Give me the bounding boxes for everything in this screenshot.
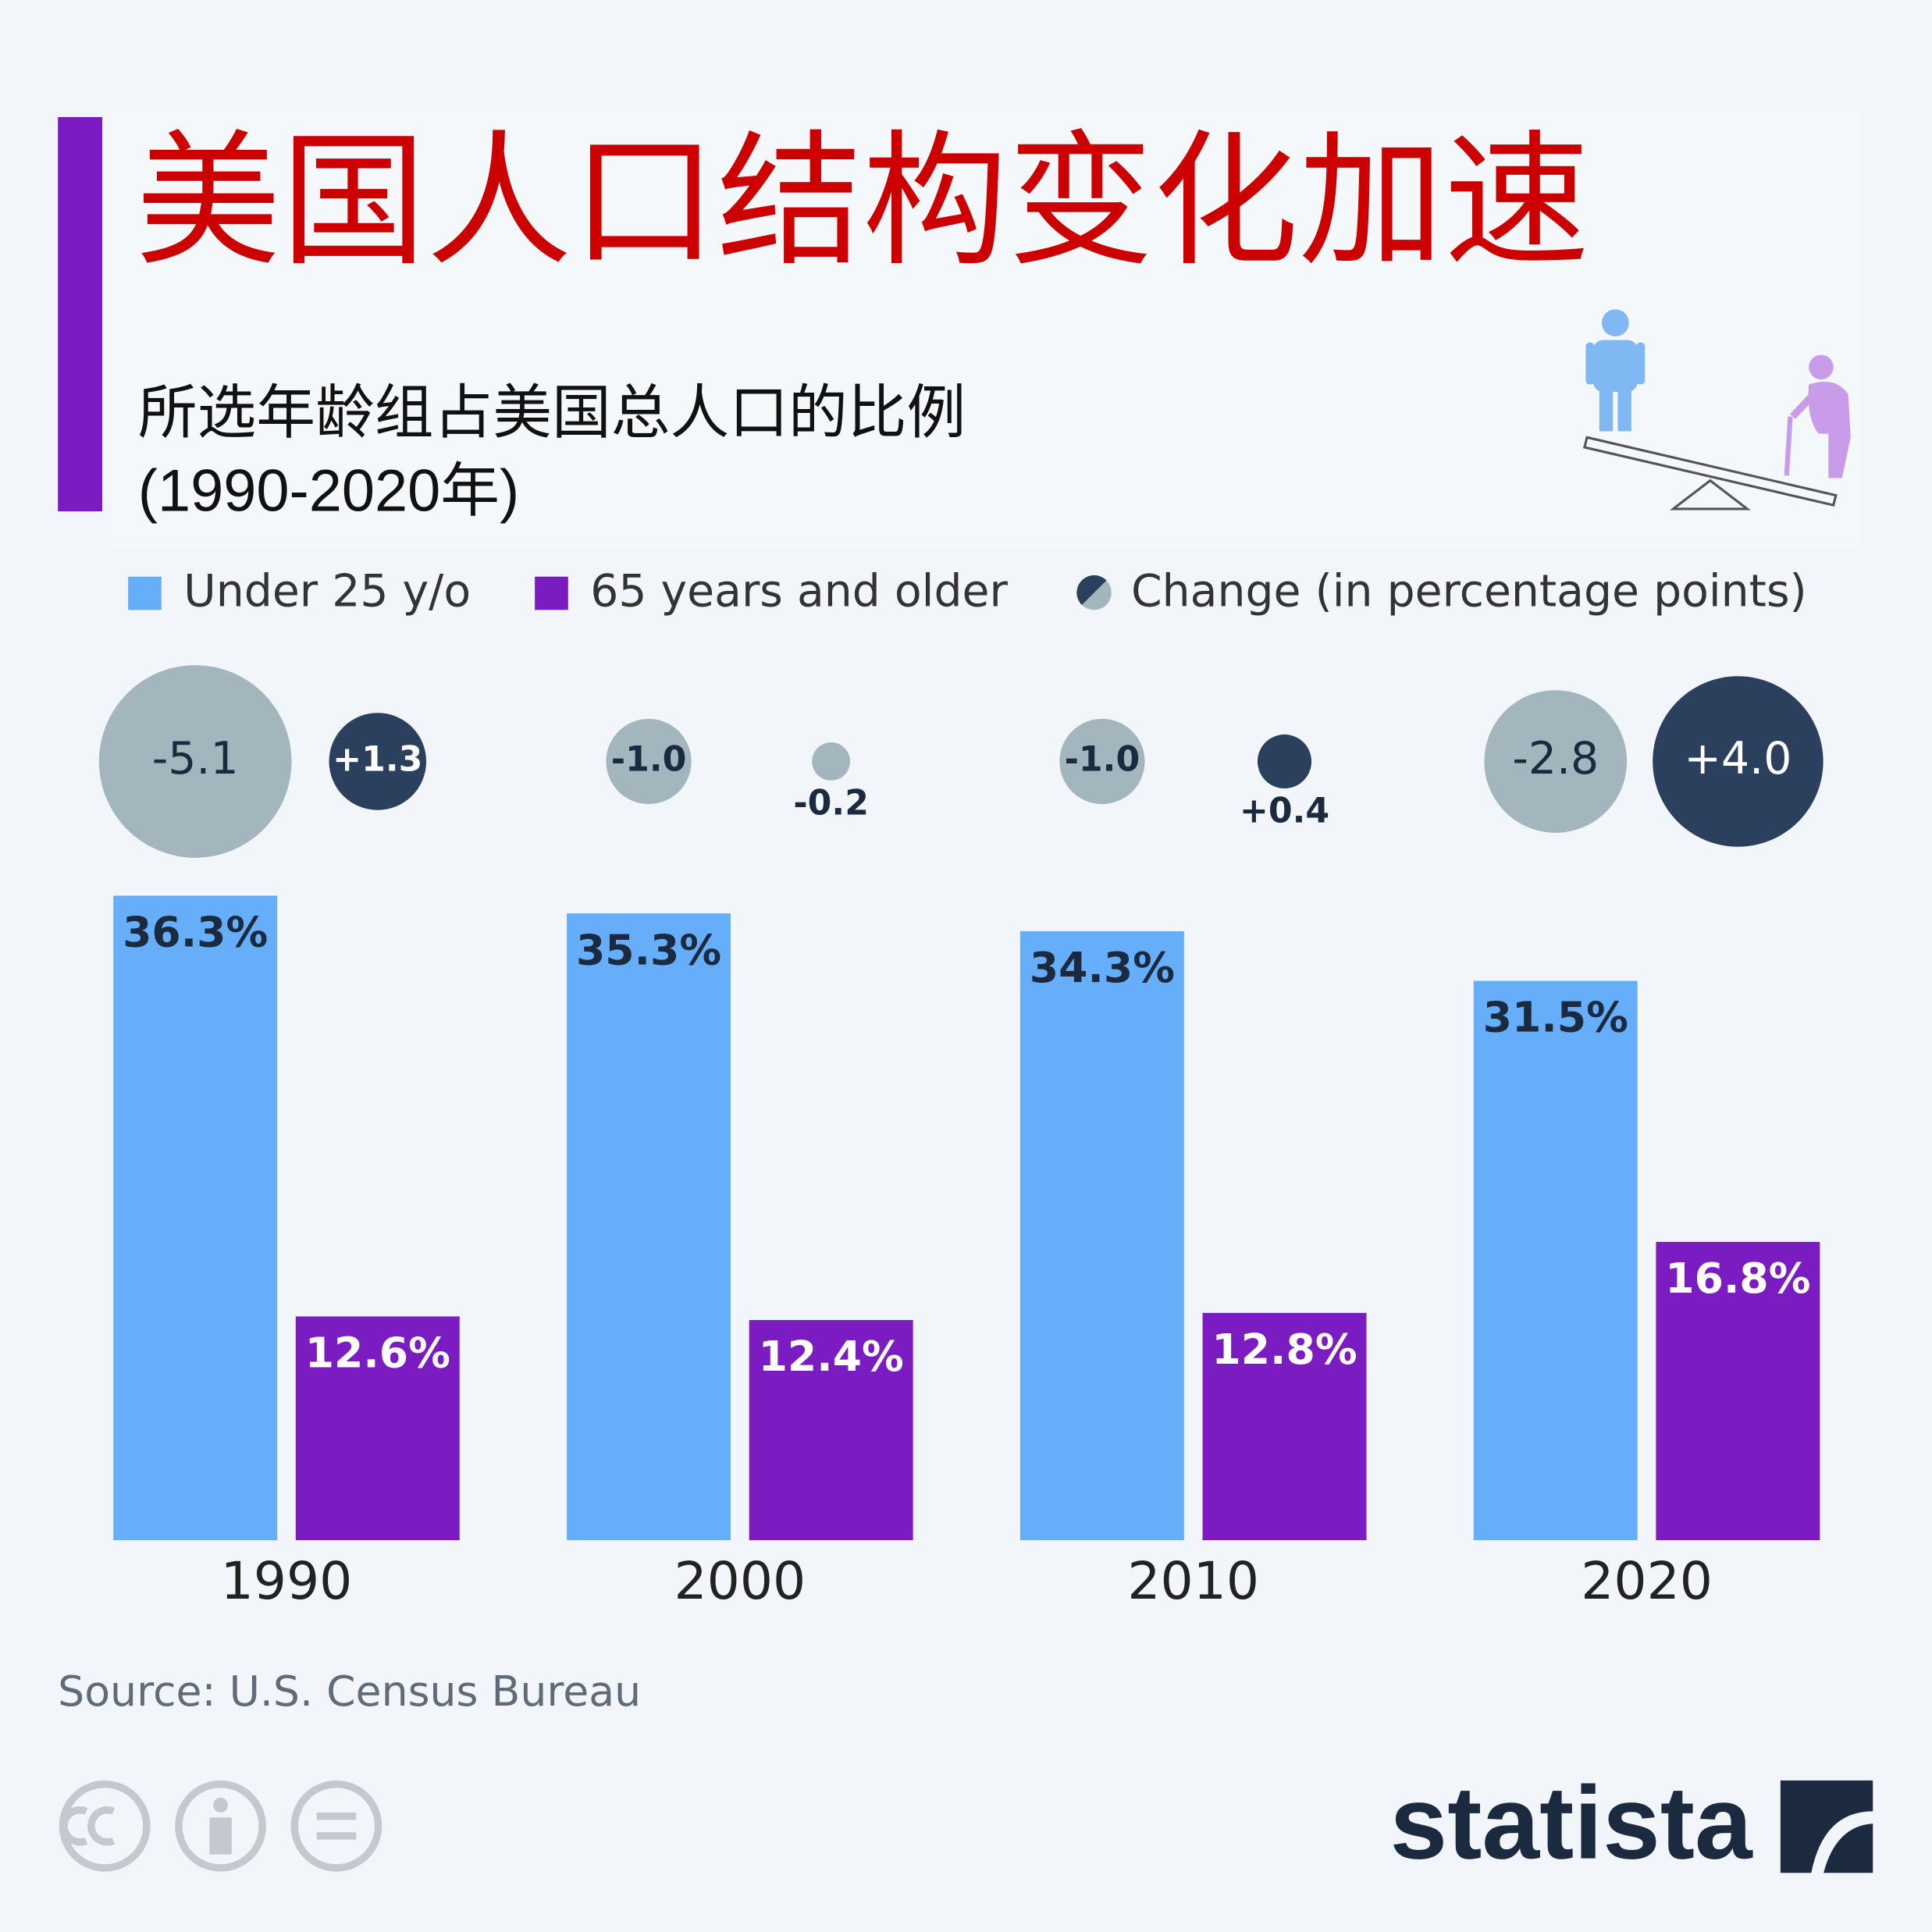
value-label: 12.6% [305, 1329, 450, 1378]
legend-label: Under 25 y/o [183, 565, 471, 617]
header-panel [111, 111, 1861, 549]
bar [567, 913, 731, 1541]
change-label: -1.0 [1065, 739, 1140, 779]
legend-label: Change (in percentage points) [1131, 565, 1807, 617]
bar [1473, 980, 1638, 1541]
bar [113, 895, 278, 1541]
chart-subtitle: (1990-2020年) [138, 458, 519, 525]
legend-swatch [1076, 575, 1107, 606]
license-icon [60, 1806, 116, 1846]
value-label: 31.5% [1483, 993, 1628, 1042]
value-label: 12.8% [1212, 1325, 1357, 1374]
legend-swatch [535, 576, 568, 610]
x-tick-label: 2000 [674, 1550, 806, 1611]
accent-bar [58, 116, 103, 512]
change-label: +1.3 [333, 739, 422, 779]
legend-label: 65 years and older [590, 565, 1008, 617]
x-tick-label: 2010 [1127, 1550, 1259, 1611]
value-label: 16.8% [1665, 1254, 1810, 1303]
license-icon [316, 1832, 357, 1840]
change-bubble [1653, 676, 1823, 847]
x-tick-label: 1990 [221, 1550, 353, 1611]
chart-subtitle: 所选年龄组占美国总人口的比例 [138, 378, 966, 447]
change-label: +4.0 [1684, 733, 1791, 785]
value-label: 34.3% [1030, 943, 1175, 992]
value-label: 36.3% [123, 908, 268, 957]
change-bubble [1257, 734, 1312, 789]
change-label: +0.4 [1240, 792, 1329, 831]
change-bubble [1059, 718, 1145, 805]
change-label: -5.1 [152, 733, 239, 785]
chart-title: 美国人口结构变化加速 [136, 116, 1590, 286]
bar [1656, 1241, 1820, 1541]
x-tick-label: 2020 [1581, 1550, 1713, 1611]
license-icon [290, 1780, 382, 1872]
license-icon [209, 1817, 232, 1855]
value-label: 12.4% [759, 1332, 904, 1381]
bar [1019, 930, 1184, 1541]
brand-logo: statista [1389, 1766, 1752, 1881]
seesaw-illustration [1582, 309, 1851, 511]
change-bubble [98, 665, 292, 858]
change-label: -0.2 [793, 783, 869, 823]
change-bubble [606, 718, 692, 805]
change-bubble [812, 742, 851, 781]
change-label: -2.8 [1512, 733, 1599, 785]
change-bubble [329, 713, 427, 810]
change-bubble [1484, 690, 1628, 833]
license-icon [213, 1797, 229, 1813]
license-icon [316, 1812, 357, 1820]
brand-mark [1780, 1780, 1873, 1873]
license-icon [175, 1780, 266, 1872]
bar [1202, 1312, 1367, 1541]
bar [749, 1320, 913, 1541]
change-label: -1.0 [611, 739, 687, 779]
legend-swatch [128, 576, 162, 610]
value-label: 35.3% [576, 925, 721, 974]
source: Source: U.S. Census Bureau [58, 1667, 641, 1716]
bar [295, 1316, 460, 1541]
